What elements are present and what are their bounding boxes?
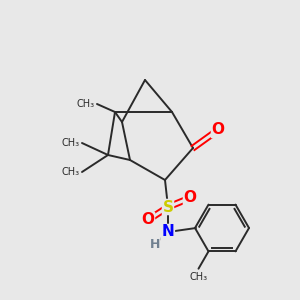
Text: CH₃: CH₃	[189, 272, 208, 282]
Text: CH₃: CH₃	[62, 138, 80, 148]
Text: O: O	[142, 212, 154, 227]
Text: CH₃: CH₃	[62, 167, 80, 177]
Text: N: N	[162, 224, 174, 239]
Text: CH₃: CH₃	[77, 99, 95, 109]
Text: O: O	[184, 190, 196, 206]
Text: H: H	[150, 238, 160, 250]
Text: O: O	[212, 122, 224, 137]
Text: S: S	[163, 200, 173, 214]
